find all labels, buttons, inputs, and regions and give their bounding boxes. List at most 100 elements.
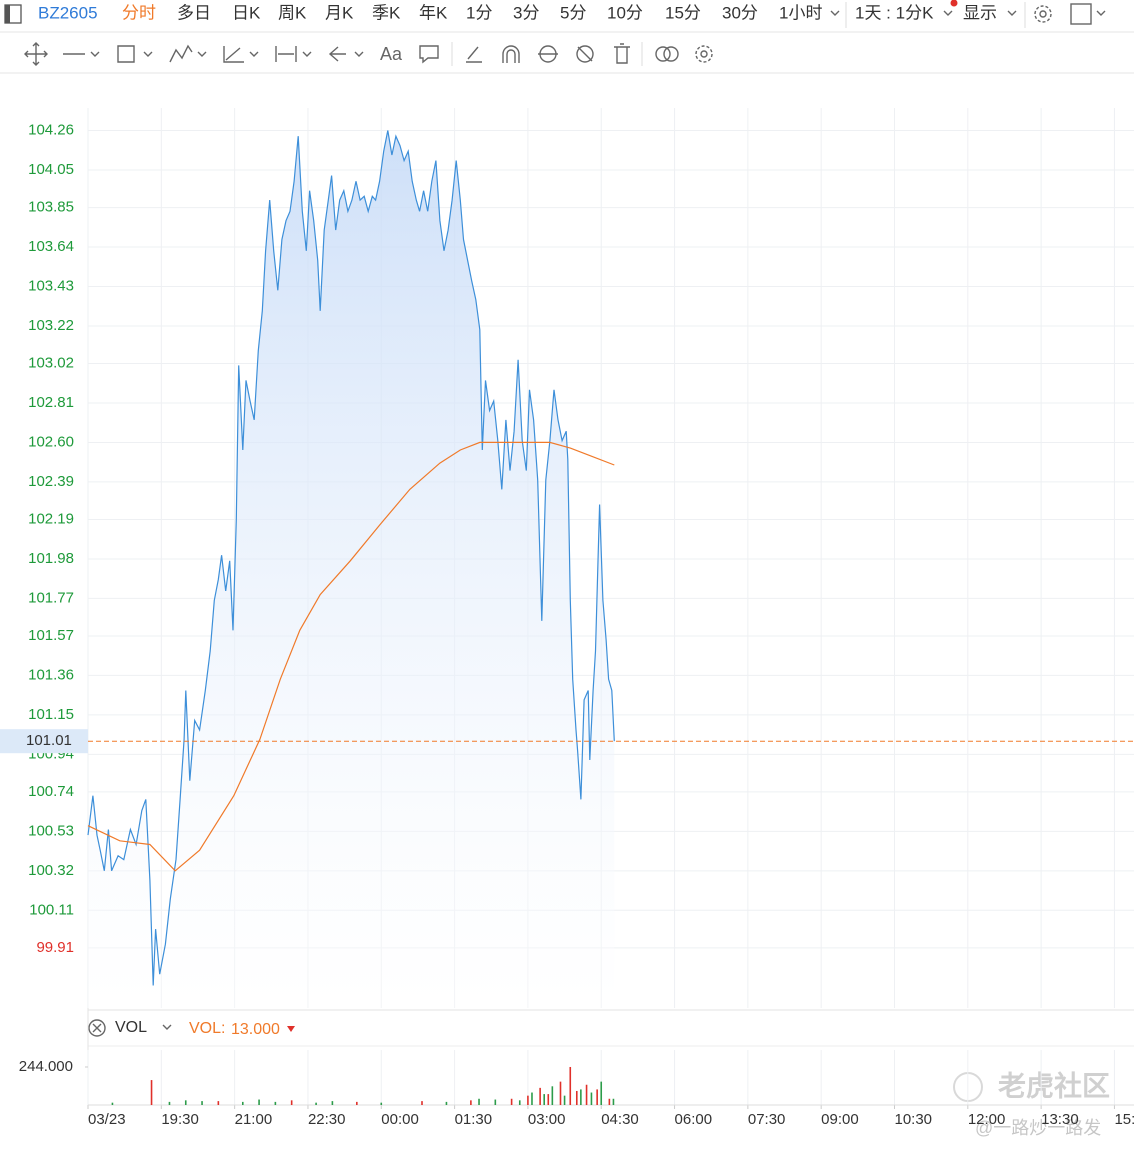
period-tab[interactable]: 分时 (122, 3, 156, 22)
y-tick-label: 103.64 (28, 238, 74, 255)
x-tick-label: 03:00 (528, 1111, 566, 1128)
x-tick-label: 13:30 (1041, 1111, 1079, 1128)
undo-tool[interactable] (328, 46, 364, 62)
y-tick-label: 101.15 (28, 706, 74, 723)
y-tick-label: 100.32 (28, 862, 74, 879)
settings-icon-core (1039, 10, 1047, 18)
x-tick-label: 06:00 (675, 1111, 713, 1128)
move-tool[interactable] (24, 42, 48, 66)
y-tick-label: 101.36 (28, 666, 74, 683)
period-tab[interactable]: 5分 (560, 3, 586, 22)
x-tick-label: 22:30 (308, 1111, 346, 1128)
symbol[interactable]: BZ2605 (38, 3, 98, 22)
volume-bar (527, 1095, 529, 1105)
x-tick-label: 00:00 (381, 1111, 419, 1128)
chart-settings-core (700, 50, 708, 58)
period-tab[interactable]: 多日 (177, 3, 211, 22)
volume-bar (559, 1081, 562, 1105)
watermark: 老虎社区 @一路炒一路发 (953, 1070, 1110, 1138)
compare-tool[interactable] (655, 46, 671, 62)
y-tick-label: 100.53 (28, 822, 74, 839)
hide-tool[interactable] (576, 45, 594, 63)
volume-bar (470, 1100, 472, 1105)
shape-tool[interactable] (117, 45, 153, 63)
volume-bar (600, 1081, 603, 1105)
range-select[interactable]: 1天 : 1分K (855, 3, 934, 22)
compare-tool-b (663, 46, 679, 62)
volume-bar (478, 1098, 480, 1105)
volume-bar (356, 1101, 358, 1105)
line-tool[interactable] (63, 51, 100, 57)
volume-bar (380, 1102, 383, 1105)
chevron[interactable] (162, 1024, 172, 1030)
volume-bar (531, 1092, 533, 1105)
volume-bar (150, 1080, 153, 1105)
period-tab[interactable]: 3分 (513, 3, 539, 22)
period-tab[interactable]: 10分 (607, 3, 643, 22)
chevron[interactable] (830, 10, 840, 16)
volume-bar (201, 1101, 203, 1105)
watermark-user: @一路炒一路发 (975, 1118, 1101, 1138)
indicator-readout-label: VOL: (189, 1020, 225, 1037)
current-price-box (0, 729, 88, 754)
chevron[interactable] (1007, 10, 1017, 16)
volume-bar (596, 1089, 598, 1105)
y-tick-label: 103.85 (28, 199, 74, 216)
y-tick-label: 100.11 (29, 901, 74, 918)
y-tick-label: 103.22 (28, 317, 74, 334)
volume-bar (539, 1087, 541, 1105)
volume-bar (494, 1099, 497, 1105)
y-tick-label: 101.57 (28, 627, 74, 644)
volume-bar (184, 1100, 187, 1105)
price-area (88, 130, 615, 1008)
x-tick-label: 07:30 (748, 1111, 786, 1128)
y-tick-label: 102.81 (28, 394, 74, 411)
sidebar-icon-part (5, 5, 10, 23)
x-tick-label: 10:30 (894, 1111, 932, 1128)
volume-bar (510, 1098, 513, 1105)
chevron[interactable] (943, 10, 953, 16)
display-menu[interactable]: 显示 (963, 3, 997, 22)
delete-tool[interactable] (614, 43, 630, 64)
period-tab[interactable]: 1小时 (779, 3, 822, 22)
volume-bar (111, 1102, 114, 1105)
volume-bar (547, 1094, 550, 1105)
period-tab[interactable]: 30分 (722, 3, 758, 22)
y-tick-label: 101.77 (28, 589, 74, 606)
y-tick-label: 101.98 (28, 550, 74, 567)
fib-tool[interactable] (223, 46, 259, 63)
note-tool[interactable] (419, 45, 439, 64)
chart-settings[interactable] (695, 45, 713, 63)
volume-bar (241, 1101, 244, 1105)
indicator-name[interactable]: VOL (115, 1019, 147, 1036)
period-tab[interactable]: 月K (325, 3, 354, 22)
period-tab[interactable]: 季K (372, 3, 401, 22)
y-tick-label: 102.60 (28, 433, 74, 450)
y-tick-label: 103.02 (28, 355, 74, 372)
close-indicator-x (92, 1023, 102, 1033)
pattern-tool[interactable] (169, 44, 207, 63)
close-indicator[interactable] (88, 1019, 106, 1037)
y-tick-label: 104.05 (28, 161, 74, 178)
hide-tool-slash (577, 46, 593, 62)
y-tick-label: 100.74 (28, 783, 74, 800)
chevron[interactable] (1096, 10, 1106, 16)
x-tick-label: 01:30 (455, 1111, 493, 1128)
volume-bar (290, 1100, 293, 1105)
period-tab[interactable]: 15分 (665, 3, 701, 22)
magnet-tool[interactable] (502, 45, 520, 63)
layout-icon[interactable] (1070, 3, 1092, 25)
pen-tool[interactable] (466, 46, 482, 63)
period-tab[interactable]: 年K (419, 3, 448, 22)
period-tab[interactable]: 周K (278, 3, 307, 22)
measure-tool[interactable] (275, 46, 312, 62)
volume-bar (575, 1090, 578, 1105)
settings-icon[interactable] (1034, 5, 1052, 23)
period-tab[interactable]: 日K (232, 3, 261, 22)
period-tab[interactable]: 1分 (466, 3, 492, 22)
text-tool[interactable]: Aa (380, 44, 403, 64)
readout-arrow (287, 1026, 295, 1032)
volume-bar (563, 1095, 566, 1105)
y-tick-label: 103.43 (28, 277, 74, 294)
